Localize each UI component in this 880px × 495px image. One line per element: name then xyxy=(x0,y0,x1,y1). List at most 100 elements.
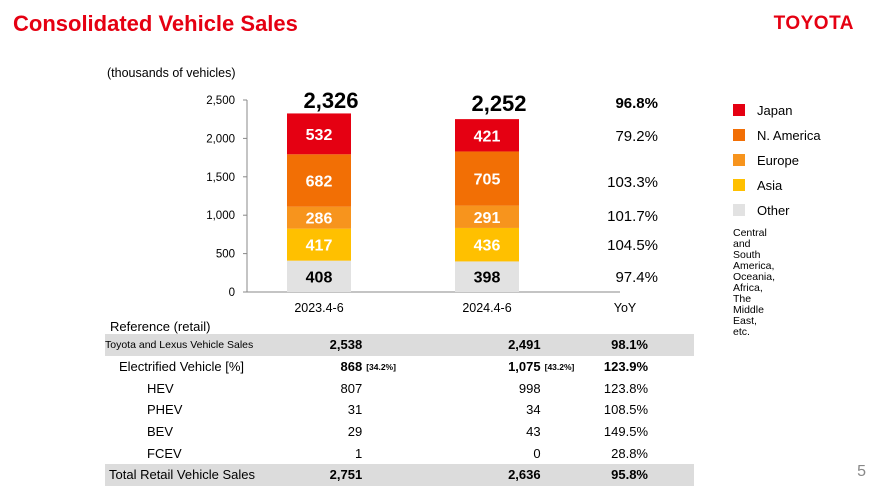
data-label: 532 xyxy=(306,127,333,144)
legend-swatch xyxy=(733,204,745,216)
yoy-value: 149.5% xyxy=(603,424,648,440)
y-tick-label: 500 xyxy=(216,249,235,261)
reference-title: Reference (retail) xyxy=(110,319,211,334)
bar-segment xyxy=(455,205,519,228)
y-tick-label: 0 xyxy=(229,287,235,299)
data-label: 436 xyxy=(474,238,501,255)
share-2023: [34.2%] xyxy=(366,361,396,372)
data-label: 417 xyxy=(306,238,333,255)
row-label: PHEV xyxy=(147,402,183,418)
table-row: Toyota and Lexus Vehicle Sales 2,538 2,491… xyxy=(105,334,694,356)
y-tick-label: 1,000 xyxy=(206,210,235,222)
y-tick-label: 2,000 xyxy=(206,133,235,145)
share-2023 xyxy=(362,377,451,399)
table-row: BEV 29 43 149.5% xyxy=(105,421,694,443)
data-label: 398 xyxy=(474,270,501,287)
value-2023: 868 xyxy=(340,359,363,375)
share-2024 xyxy=(541,421,604,443)
table-row: Electrified Vehicle [%] 868 [34.2%] 1,075 [4… xyxy=(105,356,694,378)
legend-note: Central and South America, Oceania, Afri… xyxy=(733,227,776,338)
value-2023: 2,751 xyxy=(303,464,363,486)
row-label: Toyota and Lexus Vehicle Sales xyxy=(105,334,304,356)
units-label: (thousands of vehicles) xyxy=(107,66,236,80)
value-2024: 998 xyxy=(518,380,541,396)
value-2024: 2,636 xyxy=(451,464,541,486)
value-2024: 34 xyxy=(526,402,541,418)
bar-segment xyxy=(455,151,519,206)
legend-label: Japan xyxy=(757,103,793,118)
x-tick-label: 2024.4-6 xyxy=(462,301,511,315)
row-label: BEV xyxy=(147,424,174,440)
table-row: Total Retail Vehicle Sales 2,751 2,636 95.8… xyxy=(105,464,694,486)
bar-segment xyxy=(287,113,351,155)
share-2023 xyxy=(362,442,451,464)
page-number: 5 xyxy=(857,463,866,480)
data-label: 408 xyxy=(306,269,333,286)
data-label: 421 xyxy=(474,128,501,145)
row-label: Total Retail Vehicle Sales xyxy=(105,464,304,486)
yoy-value: 123.8% xyxy=(603,380,648,396)
row-label: FCEV xyxy=(147,445,182,461)
row-label: Electrified Vehicle [%] xyxy=(119,359,245,375)
share-2023 xyxy=(362,464,452,486)
value-2023: 1 xyxy=(354,445,363,461)
yoy-label: 104.5% xyxy=(607,237,658,254)
value-2023: 2,538 xyxy=(303,334,363,356)
yoy-header: YoY xyxy=(614,301,637,315)
yoy-label: 103.3% xyxy=(607,174,658,191)
x-tick-label: 2023.4-6 xyxy=(294,301,343,315)
legend-swatch xyxy=(733,154,745,166)
value-2024: 2,491 xyxy=(451,334,541,356)
value-2024: 1,075 xyxy=(508,359,541,375)
share-2023 xyxy=(362,421,451,443)
yoy-label: 79.2% xyxy=(615,128,658,145)
legend-swatch xyxy=(733,104,745,116)
share-2023 xyxy=(362,399,451,421)
yoy-label: 101.7% xyxy=(607,208,658,225)
legend-label: Asia xyxy=(757,178,783,193)
share-2024 xyxy=(541,377,604,399)
yoy-value: 28.8% xyxy=(611,445,648,461)
data-label: 291 xyxy=(474,210,501,227)
y-tick-label: 2,500 xyxy=(206,95,235,107)
legend-swatch xyxy=(733,129,745,141)
table-row: PHEV 31 34 108.5% xyxy=(105,399,694,421)
bar-segment xyxy=(287,260,351,292)
reference-table: Toyota and Lexus Vehicle Sales 2,538 2,491… xyxy=(105,334,694,486)
total-label: 2,252 xyxy=(471,91,526,116)
legend-label: Europe xyxy=(757,153,799,168)
yoy-value: 98.1% xyxy=(603,334,694,356)
yoy-total-label: 96.8% xyxy=(615,95,658,112)
table-row: FCEV 1 0 28.8% xyxy=(105,442,694,464)
page-title: Consolidated Vehicle Sales xyxy=(13,11,298,36)
yoy-value: 108.5% xyxy=(603,402,648,418)
share-2024 xyxy=(541,399,604,421)
data-label: 682 xyxy=(306,173,333,190)
toyota-logo: TOYOTA xyxy=(773,13,854,34)
bar-segment xyxy=(455,227,519,262)
value-2023: 29 xyxy=(347,424,363,440)
bar-segment xyxy=(287,154,351,207)
table-row: HEV 807 998 123.8% xyxy=(105,377,694,399)
yoy-value: 95.8% xyxy=(603,464,694,486)
yoy-label: 97.4% xyxy=(615,269,658,286)
legend-label: N. America xyxy=(757,128,821,143)
bar-segment xyxy=(287,228,351,261)
legend-label: Other xyxy=(757,203,790,218)
data-label: 286 xyxy=(306,211,333,228)
bar-segment xyxy=(455,261,519,292)
y-tick-label: 1,500 xyxy=(206,172,235,184)
value-2023: 807 xyxy=(340,380,363,396)
share-2024: [43.2%] xyxy=(544,361,575,372)
share-2024 xyxy=(540,334,604,356)
total-label: 2,326 xyxy=(303,88,358,113)
stacked-bar-chart: 0 500 1,000 1,500 2,000 2,500 408 417 286 682 532 2… xyxy=(206,88,658,315)
bar-segment xyxy=(455,119,519,152)
bar-segment xyxy=(287,206,351,229)
value-2024: 43 xyxy=(526,424,541,440)
value-2023: 31 xyxy=(347,402,363,418)
share-2024 xyxy=(541,442,604,464)
share-2023 xyxy=(362,334,452,356)
data-label: 705 xyxy=(474,172,501,189)
share-2024 xyxy=(540,464,604,486)
